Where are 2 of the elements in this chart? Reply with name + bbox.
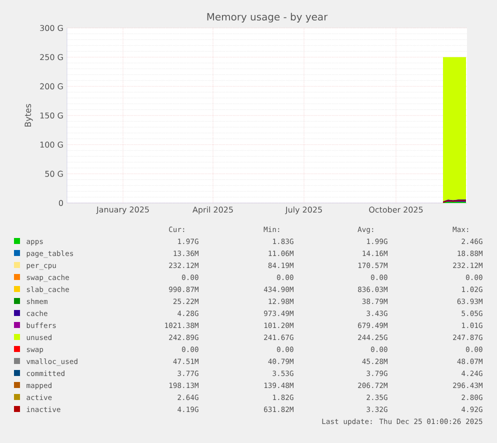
chart-title: Memory usage - by year bbox=[207, 12, 328, 22]
y-axis-title: Bytes bbox=[24, 104, 33, 127]
